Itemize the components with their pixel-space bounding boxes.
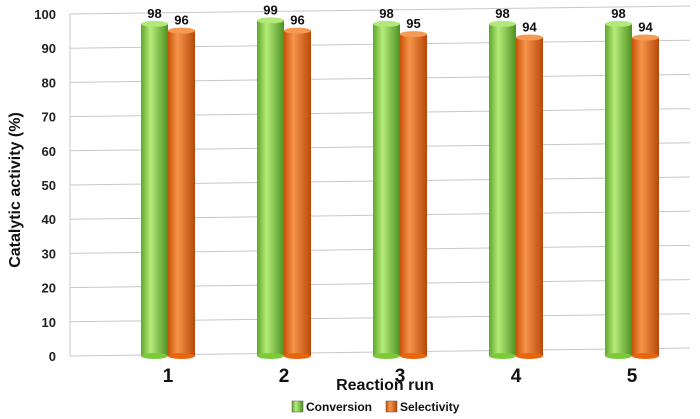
gridline (69, 5, 691, 15)
bar-base (257, 353, 284, 359)
x-axis-ticks: 1 2 3 4 5 (163, 366, 638, 387)
bar-cap (632, 34, 659, 41)
legend: Conversion Selectivity (291, 400, 460, 414)
bar-selectivity-run-5 (632, 37, 659, 357)
y-tick-label: 50 (42, 178, 56, 193)
bar-conversion-run-1 (141, 23, 168, 357)
x-tick-label: 3 (395, 366, 406, 387)
y-axis-title: Catalytic activity (%) (7, 112, 24, 268)
y-tick-label: 80 (42, 75, 56, 90)
bar-cap (489, 20, 516, 27)
legend-swatch-selectivity (385, 400, 398, 413)
legend-label-conversion: Conversion (306, 400, 372, 414)
bar-selectivity-run-3 (400, 34, 427, 356)
bars: 98 96 99 96 98 95 98 94 98 94 (141, 2, 659, 359)
x-tick-label: 5 (627, 366, 638, 387)
y-tick-label: 30 (42, 246, 56, 261)
bar-cap (516, 34, 543, 41)
legend-swatch-conversion (291, 400, 304, 413)
data-label: 99 (263, 2, 277, 17)
bar-base (400, 353, 427, 359)
bar-base (516, 353, 543, 359)
bar-conversion-run-5 (605, 23, 632, 357)
y-tick-label: 100 (34, 7, 56, 22)
y-axis-ticks: 0 10 20 30 40 50 60 70 80 90 100 (34, 7, 56, 364)
y-tick-label: 0 (49, 349, 56, 364)
y-tick-label: 70 (42, 110, 56, 125)
bar-cap (257, 17, 284, 24)
x-tick-label: 2 (279, 366, 290, 387)
bar-conversion-run-3 (373, 23, 400, 357)
data-label: 95 (406, 16, 420, 31)
bar-base (284, 353, 311, 359)
data-label: 94 (638, 20, 653, 35)
legend-label-selectivity: Selectivity (400, 400, 460, 414)
bar-cap (141, 20, 168, 27)
bar-selectivity-run-2 (284, 30, 311, 357)
data-label: 98 (147, 6, 161, 21)
y-tick-label: 20 (42, 281, 56, 296)
bar-base (605, 353, 632, 359)
bar-cap (400, 31, 427, 38)
bar-base (141, 353, 168, 359)
bar-cap (373, 20, 400, 27)
x-axis-title: Reaction run (336, 377, 434, 394)
data-label: 98 (611, 6, 625, 21)
data-label: 98 (495, 6, 509, 21)
data-label: 96 (174, 13, 188, 28)
bar-base (632, 353, 659, 359)
bar-cap (168, 27, 195, 34)
bar-base (489, 353, 516, 359)
bar-selectivity-run-4 (516, 37, 543, 357)
y-tick-label: 10 (42, 315, 56, 330)
x-tick-label: 4 (511, 366, 522, 387)
bar-base (373, 353, 400, 359)
bar-conversion-run-4 (489, 23, 516, 357)
bar-cap (284, 27, 311, 34)
data-label: 94 (522, 20, 537, 35)
bar-base (168, 353, 195, 359)
bar-cap (605, 20, 632, 27)
y-tick-label: 40 (42, 212, 56, 227)
data-label: 96 (290, 13, 304, 28)
y-tick-label: 60 (42, 144, 56, 159)
bar-conversion-run-2 (257, 20, 284, 356)
bar-selectivity-run-1 (168, 30, 195, 357)
data-label: 98 (379, 6, 393, 21)
x-tick-label: 1 (163, 366, 174, 387)
y-tick-label: 90 (42, 41, 56, 56)
